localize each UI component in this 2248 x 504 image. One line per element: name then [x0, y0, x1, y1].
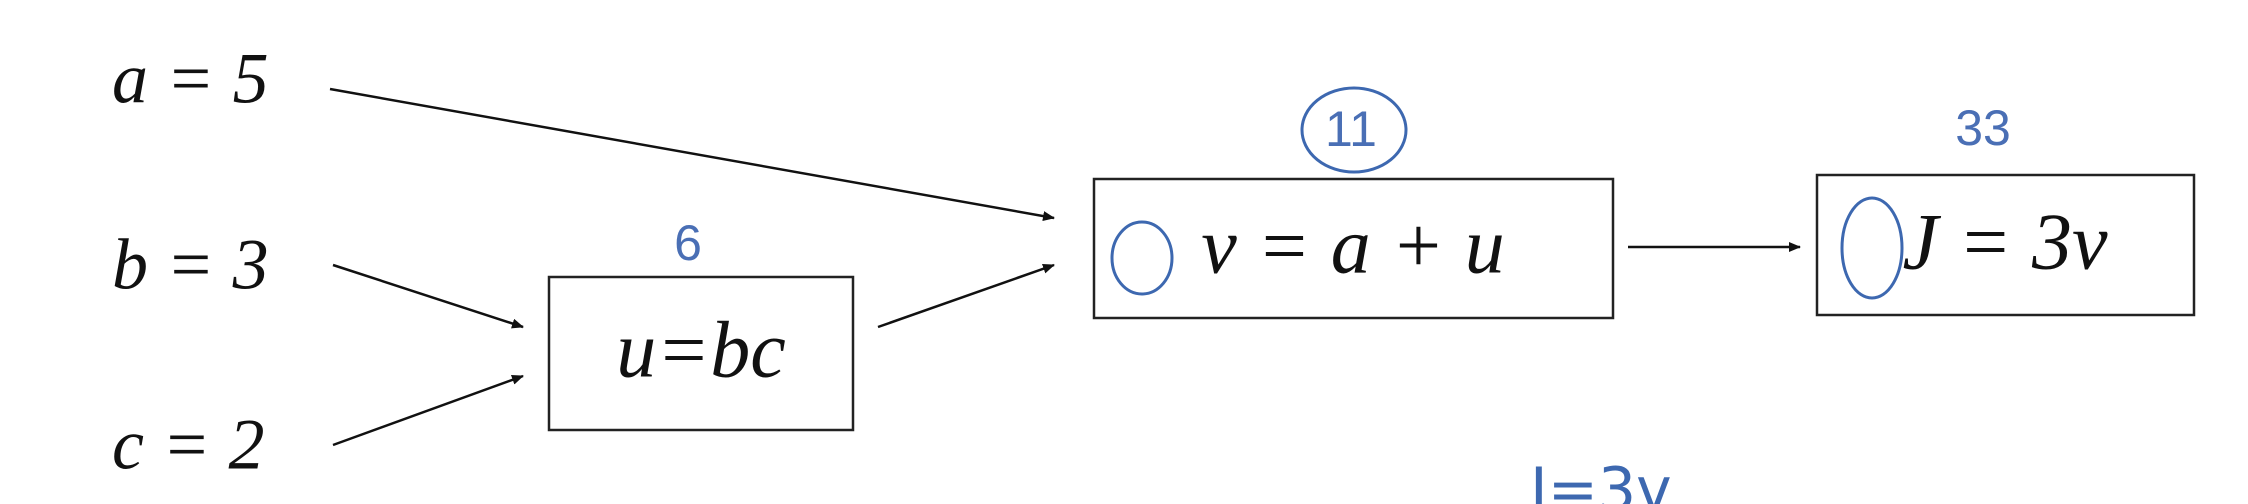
node-box [1092, 177, 1615, 320]
arrow [877, 263, 1055, 329]
ink-circle [1300, 86, 1408, 174]
node-box [1815, 173, 2196, 317]
input-c: c = 2 [112, 405, 265, 485]
arrow [332, 374, 524, 447]
node-value: 6 [674, 215, 702, 271]
node-label: u=bc [616, 306, 786, 394]
ink-circle [1840, 196, 1904, 300]
input-b: b = 3 [112, 225, 269, 305]
node-label: J = 3v [1903, 198, 2108, 286]
node-value: 33 [1955, 100, 2011, 156]
handwritten-note: J=3v [1526, 455, 1672, 504]
arrow [329, 87, 1055, 221]
input-a: a = 5 [112, 39, 269, 119]
ink-circle [1110, 220, 1174, 296]
node-label: v = a + u [1201, 202, 1504, 290]
node-box [547, 275, 855, 432]
arrow [332, 263, 524, 329]
node-value: 11 [1325, 101, 1377, 157]
